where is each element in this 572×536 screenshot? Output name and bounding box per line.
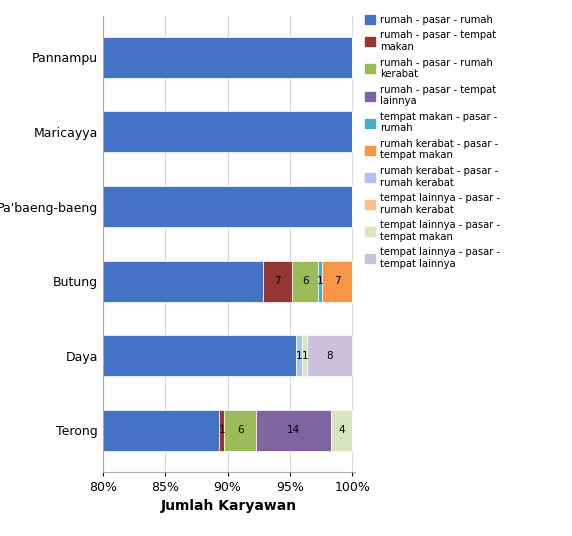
Text: 1: 1 bbox=[317, 276, 323, 286]
Bar bbox=[224, 410, 256, 451]
Bar bbox=[292, 260, 318, 302]
Text: 8: 8 bbox=[327, 351, 333, 361]
Text: 4: 4 bbox=[338, 426, 345, 435]
Bar bbox=[256, 410, 331, 451]
Bar bbox=[302, 336, 308, 376]
Text: 7: 7 bbox=[334, 276, 340, 286]
Bar bbox=[308, 336, 352, 376]
Text: 6: 6 bbox=[237, 426, 244, 435]
Bar bbox=[219, 410, 224, 451]
Bar bbox=[0, 410, 219, 451]
Bar bbox=[0, 186, 352, 227]
Bar bbox=[318, 260, 322, 302]
Text: 1: 1 bbox=[301, 351, 308, 361]
Text: 1: 1 bbox=[219, 426, 225, 435]
Text: 6: 6 bbox=[302, 276, 308, 286]
Bar bbox=[263, 260, 292, 302]
Bar bbox=[322, 260, 352, 302]
Bar bbox=[296, 336, 302, 376]
Text: 1: 1 bbox=[296, 351, 303, 361]
X-axis label: Jumlah Karyawan: Jumlah Karyawan bbox=[161, 499, 297, 513]
Bar bbox=[0, 260, 263, 302]
Text: 14: 14 bbox=[287, 426, 300, 435]
Bar bbox=[331, 410, 352, 451]
Bar bbox=[0, 111, 352, 152]
Bar bbox=[0, 336, 296, 376]
Legend: rumah - pasar - rumah, rumah - pasar - tempat
makan, rumah - pasar - rumah
kerab: rumah - pasar - rumah, rumah - pasar - t… bbox=[362, 12, 503, 272]
Bar bbox=[0, 37, 352, 78]
Text: 7: 7 bbox=[274, 276, 281, 286]
